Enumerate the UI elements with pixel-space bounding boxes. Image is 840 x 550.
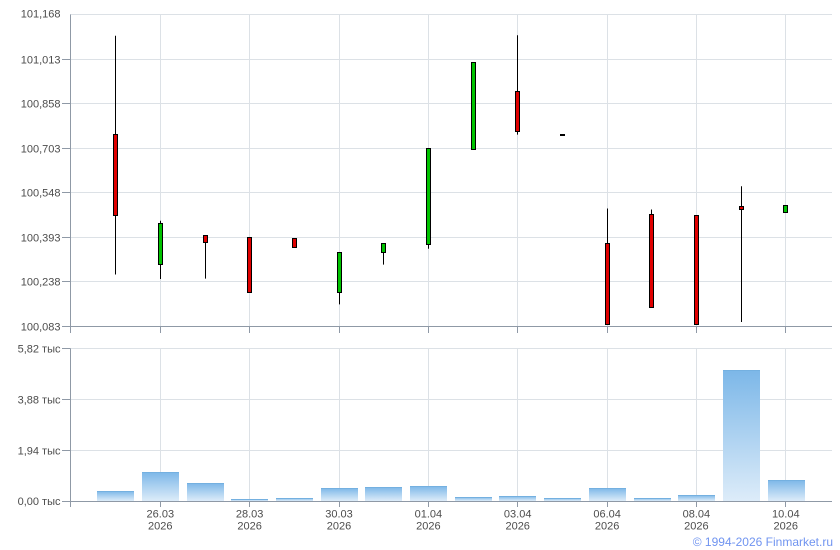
svg-text:© 1994-2026 Finmarket.ru: © 1994-2026 Finmarket.ru [693,535,833,549]
svg-text:2026: 2026 [505,521,529,533]
svg-text:1,94 тыс: 1,94 тыс [18,445,61,457]
svg-text:28.03: 28.03 [236,509,264,521]
svg-text:08.04: 08.04 [683,509,711,521]
svg-text:3,88 тыс: 3,88 тыс [18,394,61,406]
svg-text:2026: 2026 [684,521,708,533]
svg-text:06.04: 06.04 [593,509,621,521]
svg-text:30.03: 30.03 [325,509,353,521]
svg-text:10.04: 10.04 [772,509,800,521]
svg-text:26.03: 26.03 [147,509,175,521]
svg-text:100,548: 100,548 [21,187,61,199]
svg-text:100,393: 100,393 [21,232,61,244]
svg-text:5,82 тыс: 5,82 тыс [18,343,61,355]
svg-text:03.04: 03.04 [504,509,532,521]
svg-text:100,238: 100,238 [21,276,61,288]
svg-text:01.04: 01.04 [415,509,443,521]
svg-text:2026: 2026 [148,521,172,533]
svg-text:2026: 2026 [774,521,798,533]
svg-text:2026: 2026 [237,521,261,533]
svg-text:2026: 2026 [416,521,440,533]
svg-text:2026: 2026 [327,521,351,533]
svg-text:0,00 тыс: 0,00 тыс [18,496,61,508]
svg-text:100,858: 100,858 [21,98,61,110]
svg-text:2026: 2026 [595,521,619,533]
svg-text:101,013: 101,013 [21,54,61,66]
svg-text:101,168: 101,168 [21,9,61,21]
svg-text:100,703: 100,703 [21,143,61,155]
svg-text:100,083: 100,083 [21,321,61,333]
